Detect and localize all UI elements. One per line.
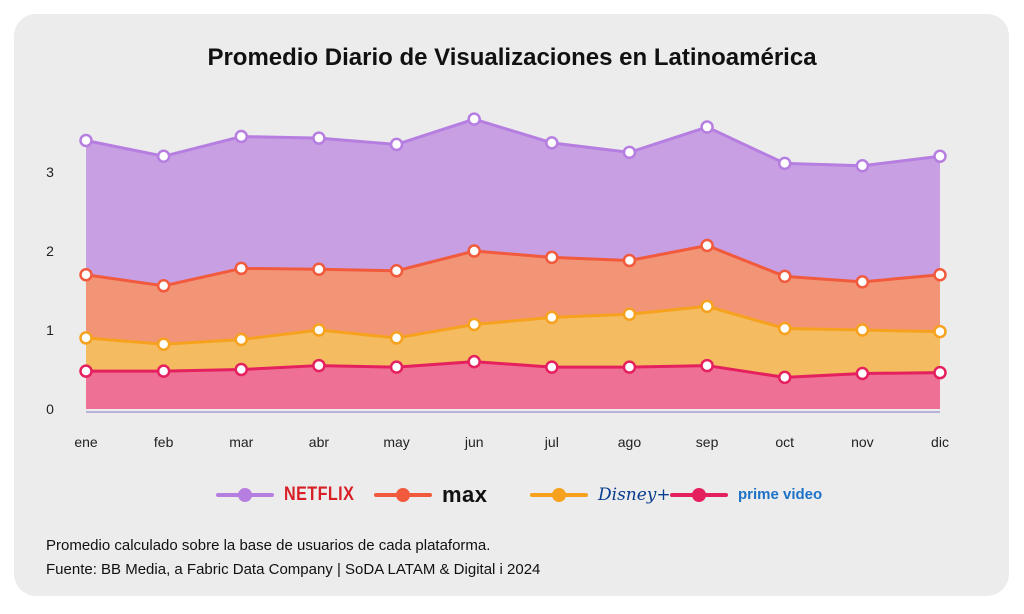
point-0-10 [855,159,870,173]
point-0-11 [933,149,947,164]
point-2-4 [389,331,404,345]
point-3-7 [622,360,637,374]
point-2-1 [156,337,171,351]
x-tick-label: may [383,434,409,450]
y-tick-label: 1 [46,322,54,338]
point-0-9 [777,156,792,171]
point-1-3 [312,262,326,276]
x-tick-label: ago [618,434,642,450]
y-tick-label: 0 [46,401,54,417]
point-3-9 [777,370,792,385]
point-1-4 [389,264,404,278]
y-tick-label: 2 [46,243,54,259]
point-3-4 [389,360,404,374]
point-3-0 [79,364,93,378]
series-line-3 [86,360,941,379]
point-1-7 [622,253,637,268]
max-logo: max [442,482,488,507]
point-2-2 [234,332,249,347]
point-2-7 [622,307,637,321]
point-0-8 [700,120,714,134]
legend-item-netflix: NETFLIX [216,478,367,512]
point-3-2 [234,362,249,377]
x-tick-label: oct [775,434,794,450]
point-3-10 [855,366,870,381]
netflix-logo: NETFLIX [284,484,355,505]
y-tick-label: 3 [46,164,54,180]
series-line-2 [85,304,941,346]
legend-item-prime: prime video [670,478,822,512]
point-0-5 [467,112,481,126]
point-1-11 [933,267,947,282]
point-3-3 [312,358,326,373]
point-2-6 [545,310,559,325]
point-1-1 [156,279,171,293]
x-tick-label: jul [544,434,559,450]
chart-legend: NETFLIX max Disney+ prime video [0,478,1024,512]
point-0-0 [79,133,93,148]
point-2-9 [777,321,792,336]
point-2-10 [855,323,870,337]
x-tick-label: mar [229,434,253,450]
x-tick-label: jun [464,434,484,450]
series-line-0 [85,117,941,168]
point-2-0 [79,331,93,345]
legend-item-disney: Disney+ [530,478,671,512]
point-3-5 [467,354,481,369]
legend-swatch-prime [670,488,728,502]
x-tick-label: ene [74,434,98,450]
legend-swatch-max [374,488,432,502]
legend-item-max: max [374,478,488,512]
chart-plot: 0 1 2 3 ene feb mar abr may jun jul ago sep oct nov dic [46,112,949,450]
point-1-8 [700,238,714,253]
point-1-6 [545,250,559,265]
point-0-2 [234,129,249,144]
point-3-1 [156,364,171,378]
footnotes: Promedio calculado sobre la base de usua… [46,534,540,582]
footnote-note: Promedio calculado sobre la base de usua… [46,537,491,554]
point-0-7 [622,145,637,160]
chart-title: Promedio Diario de Visualizaciones en La… [207,44,817,71]
point-1-2 [234,261,249,276]
point-0-4 [389,137,404,152]
x-tick-label: abr [309,434,330,450]
point-0-6 [545,136,559,150]
x-tick-label: sep [696,434,719,450]
point-2-11 [933,324,947,339]
prime-video-logo: prime video [738,486,823,503]
point-1-10 [855,275,870,289]
legend-swatch-netflix [216,488,274,502]
x-tick-label: dic [931,434,949,450]
point-2-5 [467,317,481,332]
point-1-9 [777,269,792,284]
series-line-1 [85,244,941,288]
x-tick-label: feb [154,434,174,450]
disney-plus-logo: Disney+ [598,485,671,505]
point-3-8 [700,358,714,373]
legend-swatch-disney [530,488,588,502]
point-3-6 [545,360,559,374]
area-3 [86,361,940,409]
point-2-8 [700,299,714,314]
point-0-3 [312,131,326,145]
point-1-5 [467,244,481,258]
point-1-0 [79,267,93,282]
x-tick-label: nov [851,434,874,450]
point-3-11 [933,365,947,380]
point-0-1 [156,149,171,164]
point-2-3 [312,323,326,337]
footnote-source: Fuente: BB Media, a Fabric Data Company … [46,561,541,578]
